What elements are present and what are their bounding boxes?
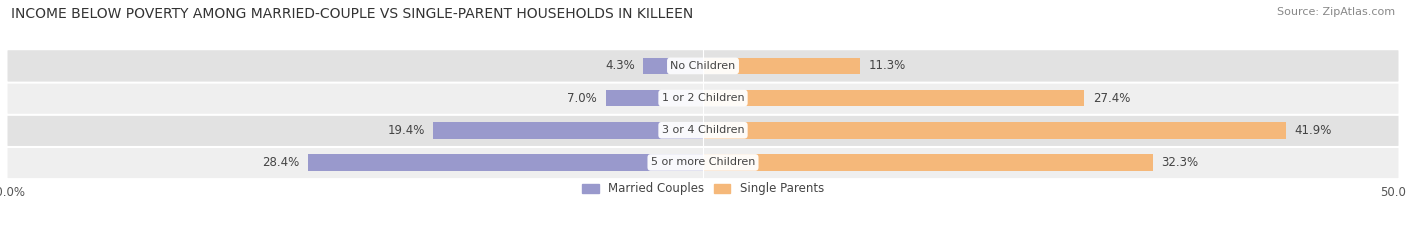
Text: 5 or more Children: 5 or more Children: [651, 158, 755, 168]
FancyBboxPatch shape: [7, 49, 1399, 83]
Bar: [433, 122, 703, 139]
Text: 4.3%: 4.3%: [605, 59, 634, 72]
Bar: [703, 58, 860, 74]
Text: 3 or 4 Children: 3 or 4 Children: [662, 125, 744, 135]
Text: 28.4%: 28.4%: [262, 156, 299, 169]
Text: 7.0%: 7.0%: [568, 92, 598, 105]
Legend: Married Couples, Single Parents: Married Couples, Single Parents: [578, 178, 828, 200]
Bar: [308, 154, 703, 171]
Text: 41.9%: 41.9%: [1295, 124, 1331, 137]
Bar: [643, 58, 703, 74]
Text: 27.4%: 27.4%: [1092, 92, 1130, 105]
Bar: [606, 90, 703, 106]
Bar: [703, 90, 1084, 106]
Text: 32.3%: 32.3%: [1161, 156, 1198, 169]
Text: 11.3%: 11.3%: [869, 59, 905, 72]
Text: 1 or 2 Children: 1 or 2 Children: [662, 93, 744, 103]
Bar: [703, 122, 1286, 139]
Text: No Children: No Children: [671, 61, 735, 71]
FancyBboxPatch shape: [7, 113, 1399, 147]
FancyBboxPatch shape: [7, 81, 1399, 115]
Text: 19.4%: 19.4%: [387, 124, 425, 137]
FancyBboxPatch shape: [7, 146, 1399, 179]
Text: Source: ZipAtlas.com: Source: ZipAtlas.com: [1277, 7, 1395, 17]
Bar: [703, 154, 1153, 171]
Text: INCOME BELOW POVERTY AMONG MARRIED-COUPLE VS SINGLE-PARENT HOUSEHOLDS IN KILLEEN: INCOME BELOW POVERTY AMONG MARRIED-COUPL…: [11, 7, 693, 21]
